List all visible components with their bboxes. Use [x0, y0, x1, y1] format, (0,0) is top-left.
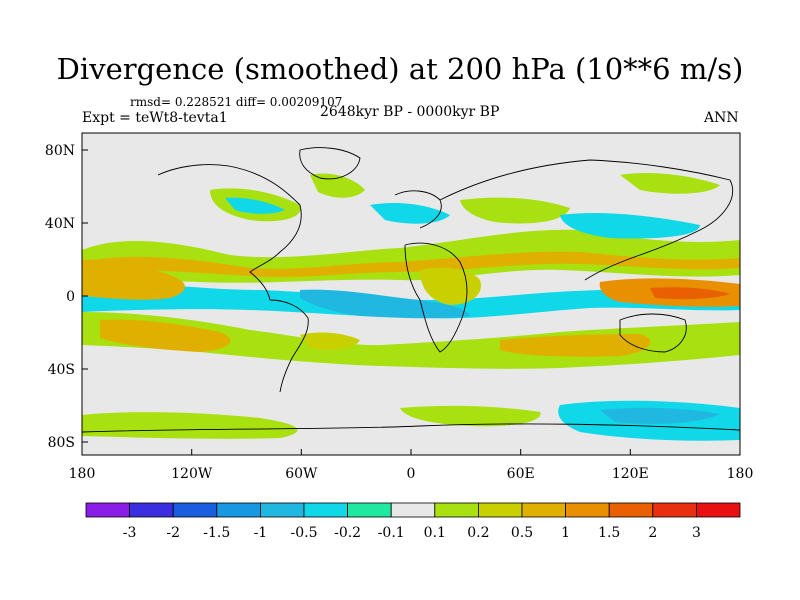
contour-blue-atlantic	[300, 289, 470, 319]
contour-band-orange-north	[82, 251, 740, 278]
coastline-north-america	[157, 164, 302, 301]
colorbar-swatch	[608, 502, 654, 518]
lon-label: 120W	[171, 466, 213, 482]
contour-olive-south-atlantic	[300, 332, 360, 350]
colorbar-swatch	[521, 502, 566, 518]
colorbar-label: -0.1	[378, 525, 405, 541]
colorbar-swatch	[85, 502, 130, 518]
contour-green-antarctic-west	[82, 412, 298, 439]
lat-label: 80N	[45, 143, 75, 159]
lon-label: 60E	[507, 466, 535, 482]
colorbar-swatch	[347, 502, 392, 518]
colorbar-label: 0.1	[424, 525, 446, 541]
contour-orange-south-pacific	[100, 319, 231, 352]
contour-cyan-europe	[370, 203, 450, 224]
lat-label: 80S	[48, 435, 75, 451]
colorbar-label: -3	[123, 525, 137, 541]
lat-label: 40S	[48, 362, 75, 378]
colorbar-swatch	[259, 502, 305, 518]
colorbar-label: 0.5	[511, 525, 533, 541]
colorbar-label: -0.5	[291, 525, 318, 541]
colorbar-swatch	[390, 502, 436, 518]
contour-blue-antarctic-east	[600, 407, 720, 424]
lon-label: 180	[69, 466, 96, 482]
experiment-label: Expt = teWt8-tevta1	[82, 110, 228, 126]
coastline-antarctica	[82, 423, 740, 433]
longitude-axis: 180 120W 60W 0 60E 120E 180	[69, 449, 754, 482]
latitude-axis: 80N 40N 0 40S 80S	[45, 143, 88, 451]
colorbar-label: 2	[648, 525, 657, 541]
contour-orange-indian-ocean	[500, 334, 651, 357]
coastline-asia	[439, 159, 734, 281]
contour-green-greenland	[310, 173, 365, 198]
plot-title: Divergence (smoothed) at 200 hPa (10**6 …	[56, 52, 744, 86]
colorbar-label: 0.2	[467, 525, 489, 541]
colorbar-swatch	[303, 502, 348, 518]
colorbar-label: 1.5	[598, 525, 620, 541]
colorbar-swatch	[172, 502, 218, 518]
colorbar-swatch	[565, 502, 610, 518]
colorbar-swatch	[477, 502, 523, 518]
coastline-africa	[404, 242, 468, 353]
lon-label: 120E	[612, 466, 649, 482]
period-label: 2648kyr BP - 0000kyr BP	[320, 104, 500, 120]
lon-label: 180	[727, 466, 754, 482]
colorbar-label: 1	[561, 525, 570, 541]
contour-cyan-north-pacific	[560, 213, 700, 239]
contour-green-antarctic-center	[400, 405, 541, 427]
coastline-south-america	[269, 299, 309, 393]
colorbar: -3 -2 -1.5 -1 -0.5 -0.2 -0.1 0.1 0.2 0.5 1 1.5 2 3	[85, 502, 741, 541]
colorbar-swatch	[696, 502, 741, 518]
contour-green-arctic	[620, 173, 720, 194]
colorbar-swatch	[434, 502, 479, 518]
colorbar-label: 3	[692, 525, 701, 541]
coastlines	[82, 147, 740, 433]
contour-green-asia	[460, 197, 570, 224]
colorbar-swatch	[129, 502, 174, 518]
colorbar-swatch	[652, 502, 697, 518]
colorbar-label: -2	[166, 525, 180, 541]
lat-label: 40N	[45, 216, 75, 232]
lon-label: 0	[407, 466, 416, 482]
coastline-australia	[619, 313, 687, 353]
colorbar-swatch	[216, 502, 261, 518]
coastline-greenland	[299, 147, 361, 180]
colorbar-label: -1.5	[203, 525, 230, 541]
rmsd-diff-stats: rmsd= 0.228521 diff= 0.00209107	[130, 95, 343, 109]
contour-cyan-north-america	[225, 197, 285, 214]
colorbar-label: -0.2	[334, 525, 361, 541]
contour-red-west-pacific	[650, 287, 730, 300]
season-label: ANN	[704, 110, 739, 126]
contour-orange-pacific-east	[82, 259, 185, 300]
lon-label: 60W	[285, 466, 318, 482]
lat-label: 0	[66, 289, 75, 305]
colorbar-label: -1	[254, 525, 268, 541]
